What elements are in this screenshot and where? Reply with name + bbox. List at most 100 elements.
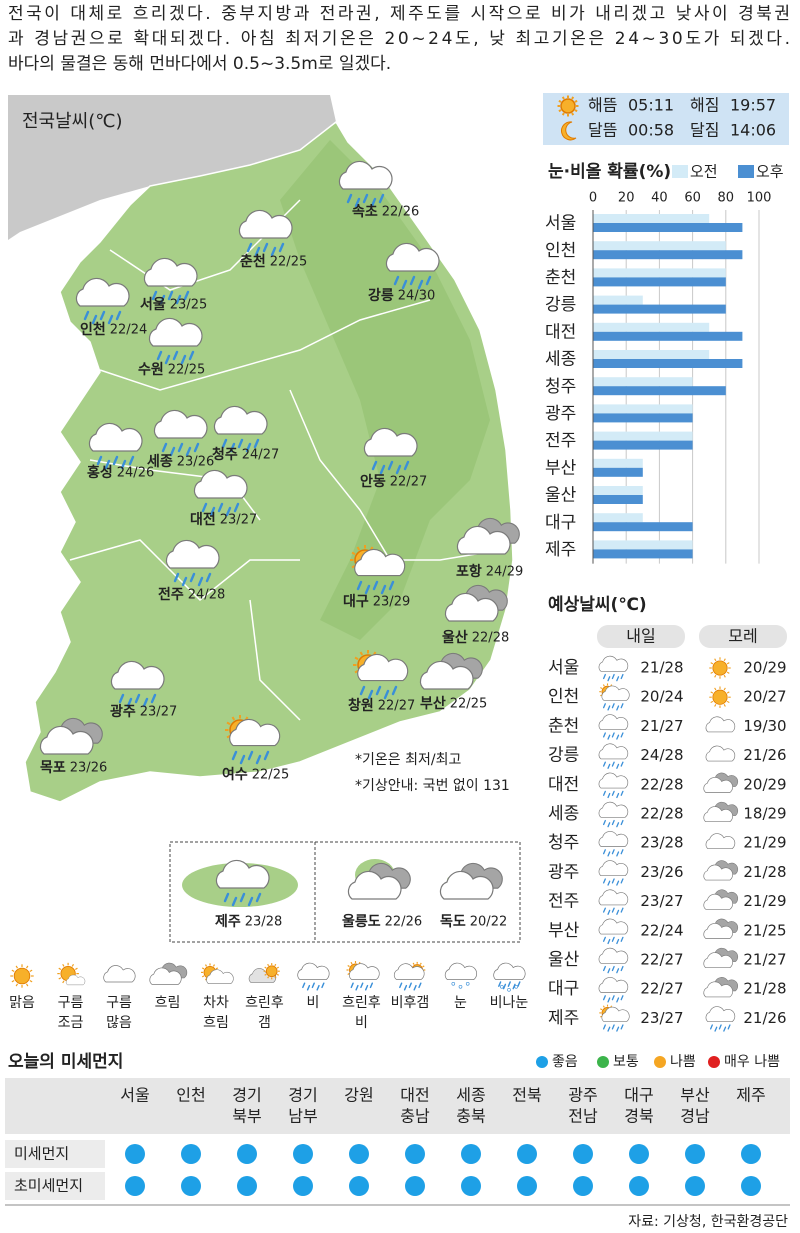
cloud — [598, 860, 629, 877]
sun-moon-label: 해뜸 — [588, 96, 617, 115]
forecast-city: 서울 — [548, 658, 579, 678]
rain-drop — [616, 938, 620, 945]
rain-drop — [616, 734, 620, 740]
forecast-city: 대전 — [548, 775, 579, 795]
sun-ray — [212, 964, 216, 967]
x-tick-label: 0 — [589, 191, 597, 206]
dust-legend-dot — [536, 1056, 548, 1068]
cloud — [703, 777, 733, 793]
sun-ray — [71, 963, 75, 967]
snow-flake — [514, 985, 519, 989]
forecast-temps: 18/29 — [743, 805, 786, 823]
sun-ray — [412, 962, 415, 965]
category-label: 춘천 — [545, 268, 576, 288]
rain-drop — [393, 275, 400, 286]
sun-ray — [29, 969, 33, 973]
cloud — [393, 963, 425, 980]
dust-region: 인천 — [176, 1086, 205, 1105]
rain-drop — [718, 1024, 722, 1030]
rain-drop — [239, 892, 246, 903]
cloud — [598, 714, 629, 731]
forecast-temps: 21/29 — [743, 892, 786, 910]
rain-drop — [616, 705, 620, 711]
category-label: 강릉 — [545, 295, 576, 315]
dust-region: 부산 — [680, 1086, 710, 1105]
sun-ray — [723, 687, 726, 691]
sun-ray — [574, 109, 578, 113]
dust-region: 광주 — [568, 1086, 597, 1105]
rain-drop — [180, 354, 187, 365]
rain-drop — [379, 464, 386, 475]
rain-drop — [142, 697, 149, 708]
weather-icon — [703, 947, 739, 969]
sun-ray — [714, 674, 717, 678]
weather-icon — [153, 409, 208, 457]
rain-drop — [413, 984, 417, 991]
weather-icon — [493, 962, 526, 992]
rain-drop — [607, 968, 611, 974]
city-name: 목포 — [40, 760, 66, 776]
weather-icon — [10, 964, 34, 988]
weather-icon — [705, 716, 736, 733]
sun-ray — [351, 551, 356, 556]
rain-drop — [99, 310, 106, 321]
rain-drop — [602, 965, 606, 972]
rain-drop — [134, 693, 141, 704]
weather-icon — [703, 772, 739, 793]
city-name: 제주 — [215, 914, 241, 930]
rain-drop — [607, 705, 611, 711]
city-name: 독도 — [440, 914, 466, 930]
sun-ray — [419, 962, 422, 965]
dust-region: 전북 — [512, 1086, 541, 1105]
dust-region: 대구 — [624, 1086, 653, 1105]
icon-legend-label: 흐림 — [203, 1015, 229, 1031]
rain-drop — [175, 294, 182, 305]
forecast-temps: 22/28 — [640, 805, 683, 823]
weather-icon — [297, 962, 330, 991]
dust-region: 충남 — [400, 1107, 430, 1126]
rain-drop — [403, 460, 410, 471]
forecast-temps: 22/27 — [640, 980, 683, 998]
dust-header-bg — [5, 1078, 790, 1134]
bar — [593, 413, 693, 423]
forecast-city: 춘천 — [548, 716, 579, 736]
cloud — [703, 893, 733, 910]
cloud — [601, 1006, 630, 1022]
rain-drop — [255, 892, 262, 903]
weather-icon — [703, 889, 739, 910]
dust-level-dot — [405, 1144, 425, 1164]
weather-icon — [353, 650, 409, 700]
cloud — [456, 525, 511, 555]
rain-drop — [367, 689, 374, 700]
weather-icon — [103, 965, 136, 983]
category-label: 서울 — [545, 214, 576, 234]
dust-level-dot — [461, 1144, 481, 1164]
weather-icon — [709, 686, 731, 708]
sun-ray — [714, 704, 717, 707]
sun — [712, 689, 728, 705]
bar — [593, 467, 643, 477]
rain-drop — [167, 290, 174, 301]
snow-flake — [465, 982, 470, 986]
rain-drop — [247, 896, 254, 907]
weather-icon — [705, 745, 736, 762]
cloud — [347, 870, 402, 900]
dust-level-dot — [125, 1176, 145, 1196]
rain-drop — [709, 1024, 713, 1030]
rain-drop — [205, 572, 212, 583]
map-texture — [280, 140, 490, 640]
city-name: 창원 — [348, 697, 374, 714]
cloud — [705, 1006, 736, 1023]
icon-legend-label: 비후갬 — [391, 995, 430, 1011]
rain-drop — [607, 997, 611, 1003]
icon-legend-label: 맑음 — [9, 995, 35, 1011]
dust-level-dot — [573, 1176, 593, 1196]
bar — [593, 431, 693, 441]
city-temps: 23/27 — [220, 513, 257, 528]
rain-drop — [388, 580, 395, 591]
rain-drop — [370, 197, 377, 208]
cloud — [703, 981, 733, 998]
rain-drop — [237, 438, 244, 449]
rain-drop — [231, 750, 238, 761]
sun-ray — [215, 967, 219, 970]
